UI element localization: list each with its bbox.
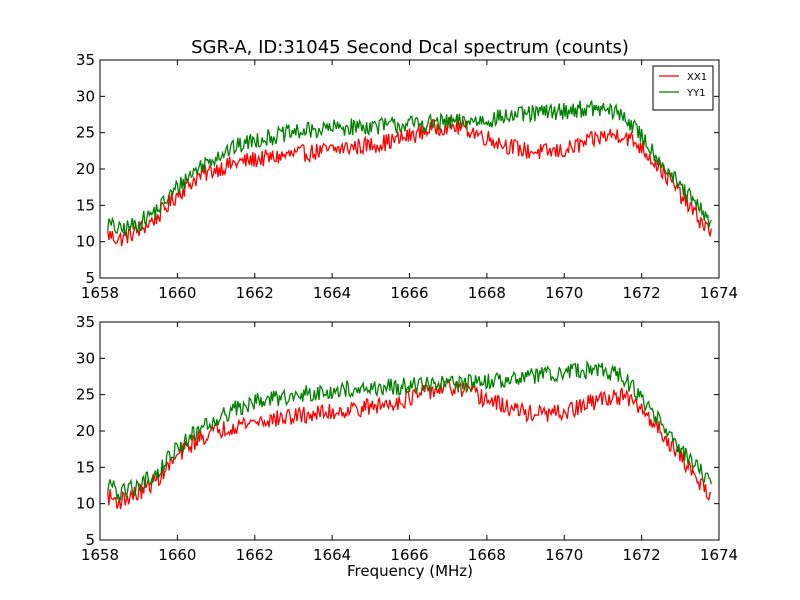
y-tick-label: 15 bbox=[76, 196, 95, 214]
x-tick-label: 1672 bbox=[623, 546, 661, 564]
x-tick-label: 1666 bbox=[390, 284, 428, 302]
x-tick-label: 1674 bbox=[700, 284, 738, 302]
x-tick-label: 1670 bbox=[545, 546, 583, 564]
y-tick-label: 35 bbox=[76, 51, 95, 69]
top-plot-panel: 1658 1660 1662 1664 1666 1668 1670 1672 1674 5 10 1… bbox=[76, 51, 738, 302]
series-line-series-0 bbox=[107, 379, 712, 510]
x-tick-label: 1666 bbox=[390, 546, 428, 564]
legend-label-xx1: XX1 bbox=[687, 72, 707, 83]
x-tick-label: 1672 bbox=[623, 284, 661, 302]
x-tick-label: 1674 bbox=[700, 546, 738, 564]
x-axis-label: Frequency (MHz) bbox=[347, 562, 473, 580]
y-tick-label: 20 bbox=[76, 422, 95, 440]
x-tick-label: 1670 bbox=[545, 284, 583, 302]
legend-label-yy1: YY1 bbox=[686, 88, 706, 99]
series-line-yy1 bbox=[107, 100, 712, 237]
y-tick-label: 25 bbox=[76, 124, 95, 142]
x-tick-label: 1664 bbox=[313, 284, 351, 302]
y-tick-label: 25 bbox=[76, 386, 95, 404]
x-tick-label: 1660 bbox=[158, 546, 196, 564]
y-tick-label: 5 bbox=[85, 269, 95, 287]
y-tick-label: 30 bbox=[76, 349, 95, 367]
series-line-series-1 bbox=[107, 360, 712, 502]
y-tick-label: 20 bbox=[76, 160, 95, 178]
x-tick-label: 1660 bbox=[158, 284, 196, 302]
bottom-plot-panel: 1658 1660 1662 1664 1666 1668 1670 1672 1674 5 10 1… bbox=[76, 313, 738, 564]
x-tick-label: 1658 bbox=[81, 546, 119, 564]
x-tick-label: 1662 bbox=[236, 284, 274, 302]
y-tick-label: 5 bbox=[85, 531, 95, 549]
x-tick-label: 1668 bbox=[468, 546, 506, 564]
x-tick-label: 1668 bbox=[468, 284, 506, 302]
series-line-xx1 bbox=[107, 116, 712, 247]
chart-title: SGR-A, ID:31045 Second Dcal spectrum (co… bbox=[191, 37, 629, 58]
y-tick-label: 35 bbox=[76, 313, 95, 331]
x-tick-label: 1662 bbox=[236, 546, 274, 564]
y-tick-label: 15 bbox=[76, 458, 95, 476]
x-tick-label: 1664 bbox=[313, 546, 351, 564]
x-tick-label: 1658 bbox=[81, 284, 119, 302]
y-tick-label: 10 bbox=[76, 233, 95, 251]
y-tick-label: 10 bbox=[76, 495, 95, 513]
y-tick-label: 30 bbox=[76, 87, 95, 105]
